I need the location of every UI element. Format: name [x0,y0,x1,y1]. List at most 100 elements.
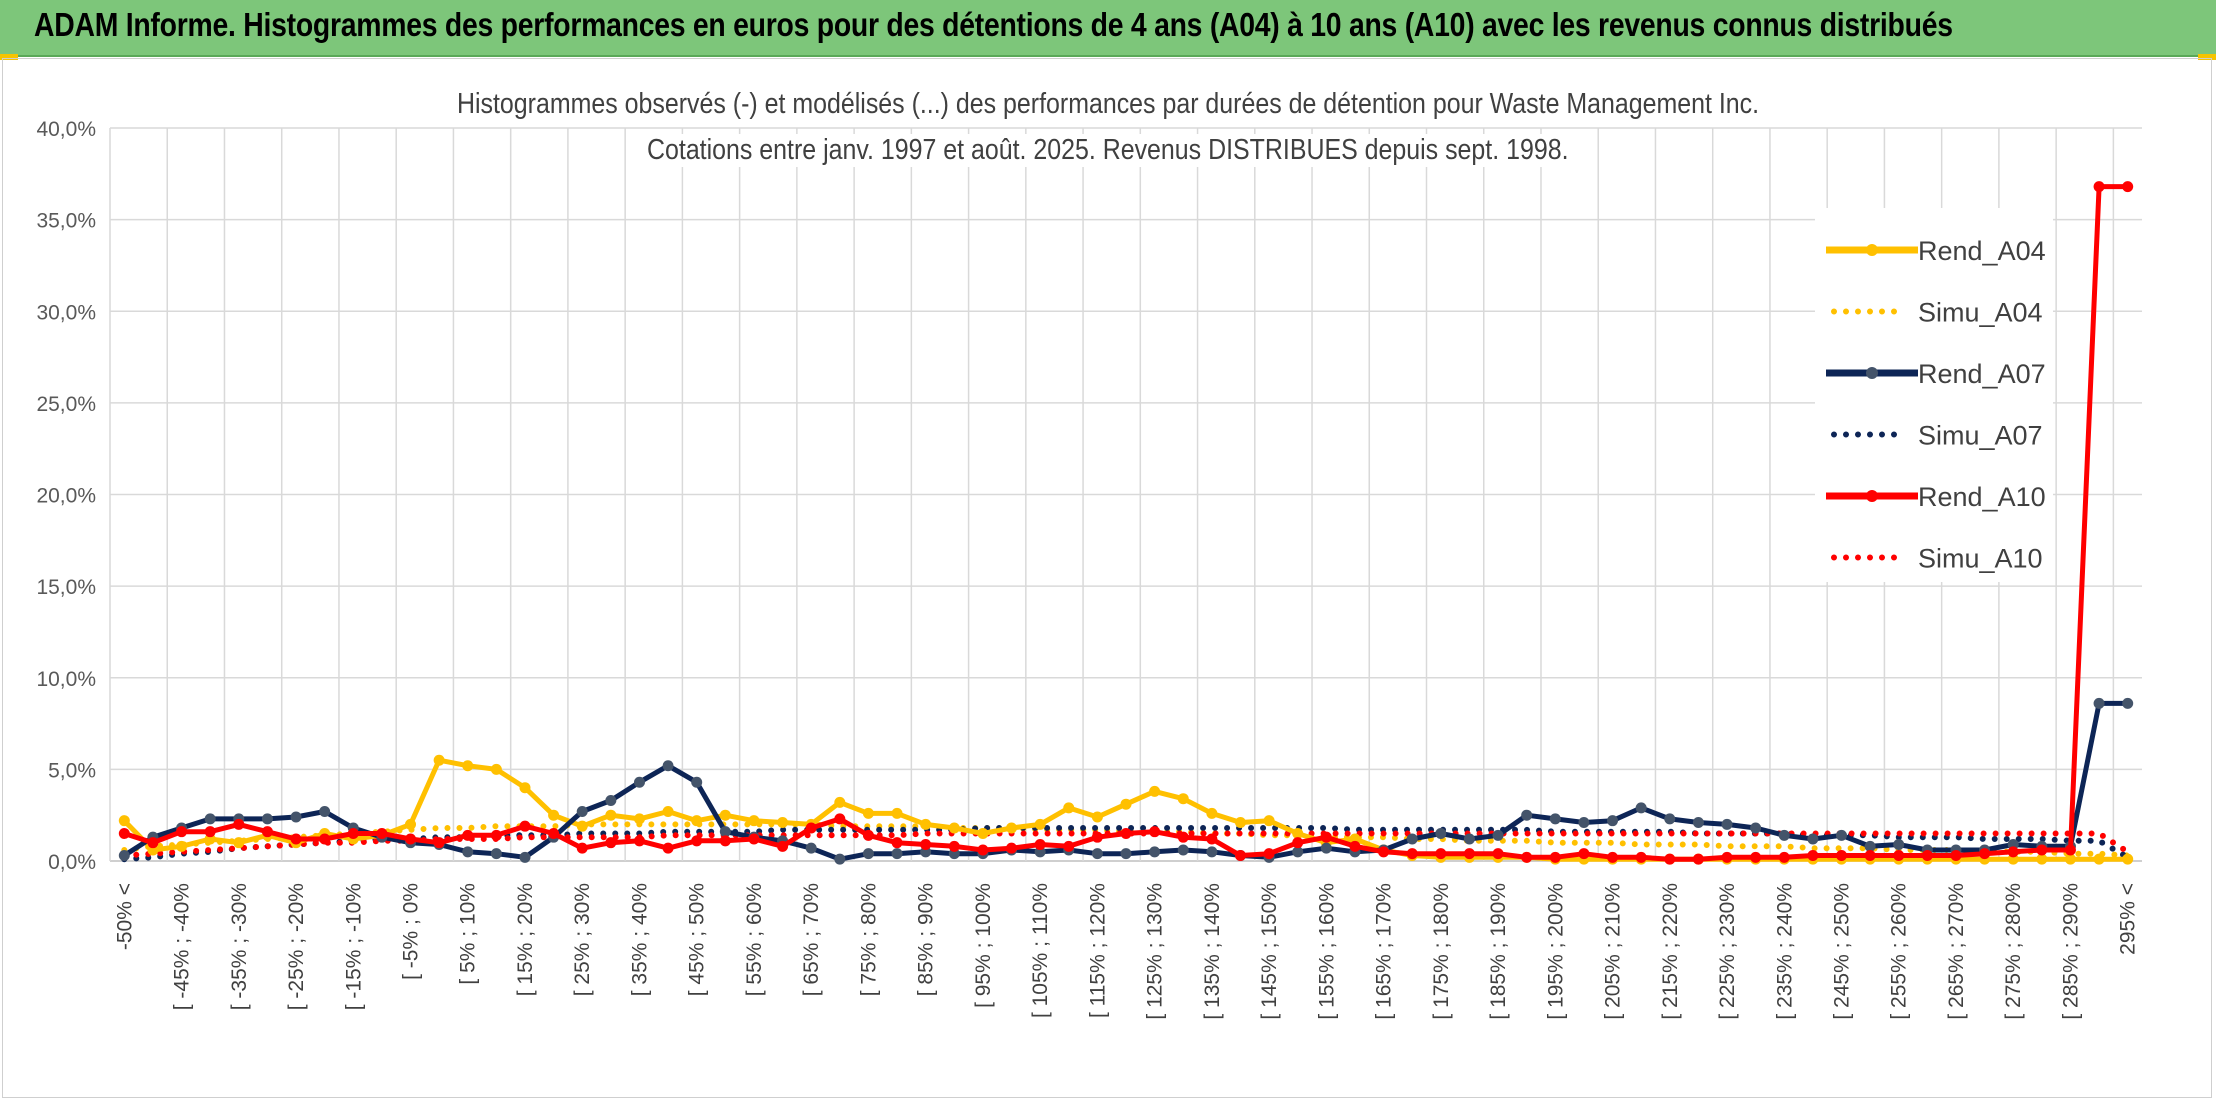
series-point-Rend_A04 [1206,807,1218,819]
series-point-Rend_A04 [633,813,645,825]
series-point-Rend_A04 [862,807,874,819]
series-point-Rend_A10 [1635,851,1647,863]
series-point-Rend_A10 [1721,851,1733,863]
series-point-Rend_A10 [1864,850,1876,862]
series-point-Rend_A07 [1091,848,1103,860]
series-point-Rend_A10 [405,833,417,845]
series-point-Rend_A07 [1320,842,1332,854]
y-tick-label: 25,0% [36,393,96,416]
series-point-Rend_A10 [748,833,760,845]
series-point-Rend_A10 [1463,848,1475,860]
x-tick-label: [ -15% ; -10% [342,883,365,1010]
x-tick-label: -50% < [113,883,136,950]
y-tick-label: 20,0% [36,485,96,508]
y-tick-label: 30,0% [36,301,96,324]
x-tick-label: [ 35% ; 40% [628,883,651,996]
series-point-Rend_A04 [1149,785,1161,797]
series-point-Rend_A04 [2036,853,2048,865]
series-point-Rend_A04 [1177,793,1189,805]
series-point-Rend_A10 [1435,848,1447,860]
legend-marker-Rend_A10 [1866,490,1878,502]
series-point-Rend_A04 [576,820,588,832]
series-point-Rend_A10 [1893,850,1905,862]
series-point-Rend_A07 [1692,817,1704,829]
series-point-Rend_A07 [1807,833,1819,845]
series-point-Rend_A07 [605,795,617,807]
series-point-Rend_A04 [2122,853,2134,865]
series-point-Rend_A04 [519,782,531,794]
series-point-Rend_A10 [1206,833,1218,845]
corner-accent-right [2198,54,2216,60]
series-point-Rend_A07 [891,848,903,860]
series-point-Rend_A10 [633,835,645,847]
series-point-Rend_A10 [719,835,731,847]
series-point-Rend_A07 [1177,844,1189,856]
series-point-Rend_A10 [147,837,159,849]
series-point-Rend_A04 [176,840,188,852]
series-point-Rend_A10 [1034,839,1046,851]
x-tick-label: [ 45% ; 50% [686,883,709,996]
y-tick-label: 35,0% [36,210,96,233]
series-point-Rend_A04 [1234,817,1246,829]
series-point-Rend_A10 [1979,848,1991,860]
x-tick-label: [ 215% ; 220% [1659,883,1682,1020]
x-tick-label: [ 65% ; 70% [800,883,823,996]
series-point-Rend_A04 [1063,802,1075,814]
series-point-Rend_A07 [1750,822,1762,834]
series-point-Rend_A10 [1778,851,1790,863]
series-point-Rend_A04 [1263,815,1275,827]
series-point-Rend_A07 [261,813,273,825]
series-point-Rend_A07 [290,811,302,823]
series-point-Rend_A04 [490,763,502,775]
series-point-Rend_A10 [490,829,502,841]
y-tick-label: 10,0% [36,668,96,691]
series-point-Rend_A10 [2093,181,2105,193]
x-tick-label: [ 145% ; 150% [1258,883,1281,1020]
series-point-Rend_A04 [1120,798,1132,810]
series-point-Rend_A07 [1778,829,1790,841]
series-point-Rend_A10 [519,820,531,832]
series-point-Rend_A07 [1120,848,1132,860]
corner-accent-left [0,54,18,60]
x-tick-label: [ 255% ; 260% [1888,883,1911,1020]
series-point-Rend_A10 [1091,831,1103,843]
series-point-Rend_A10 [691,835,703,847]
x-tick-label: [ 185% ; 190% [1487,883,1510,1020]
series-point-Rend_A10 [290,833,302,845]
series-point-Rend_A10 [1378,846,1390,858]
series-point-Rend_A10 [204,826,216,838]
series-point-Rend_A07 [1521,809,1533,821]
header-bar: ADAM Informe. Histogrammes des performan… [0,0,2216,57]
series-point-Rend_A07 [1206,846,1218,858]
series-point-Rend_A10 [1320,831,1332,843]
series-point-Rend_A10 [2036,844,2048,856]
series-point-Rend_A10 [319,833,331,845]
legend-label-Simu_A04: Simu_A04 [1918,298,2043,328]
chart-title-line1: Histogrammes observés (-) et modélisés (… [0,88,2216,121]
series-point-Rend_A04 [777,817,789,829]
series-point-Rend_A07 [1864,840,1876,852]
series-point-Rend_A04 [433,754,445,766]
series-point-Rend_A04 [605,809,617,821]
series-point-Rend_A10 [176,826,188,838]
series-point-Rend_A10 [1950,850,1962,862]
x-tick-label: [ 55% ; 60% [743,883,766,996]
series-point-Rend_A10 [948,840,960,852]
x-tick-label: [ 95% ; 100% [972,883,995,1008]
series-point-Rend_A07 [862,848,874,860]
series-point-Rend_A07 [834,853,846,865]
legend-marker-Rend_A07 [1866,367,1878,379]
series-point-Rend_A04 [548,809,560,821]
series-point-Rend_A04 [2064,853,2076,865]
x-tick-label: [ 225% ; 230% [1716,883,1739,1020]
x-tick-label: 295% < [2117,883,2140,955]
y-tick-label: 15,0% [36,576,96,599]
series-point-Rend_A10 [261,826,273,838]
y-tick-label: 5,0% [48,759,96,782]
chart-title-line2: Cotations entre janv. 1997 et août. 2025… [0,134,2216,167]
series-point-Rend_A10 [1006,842,1018,854]
series-point-Rend_A10 [1406,848,1418,860]
series-point-Rend_A07 [1292,846,1304,858]
legend-label-Rend_A04: Rend_A04 [1918,236,2046,266]
series-point-Rend_A07 [1664,813,1676,825]
